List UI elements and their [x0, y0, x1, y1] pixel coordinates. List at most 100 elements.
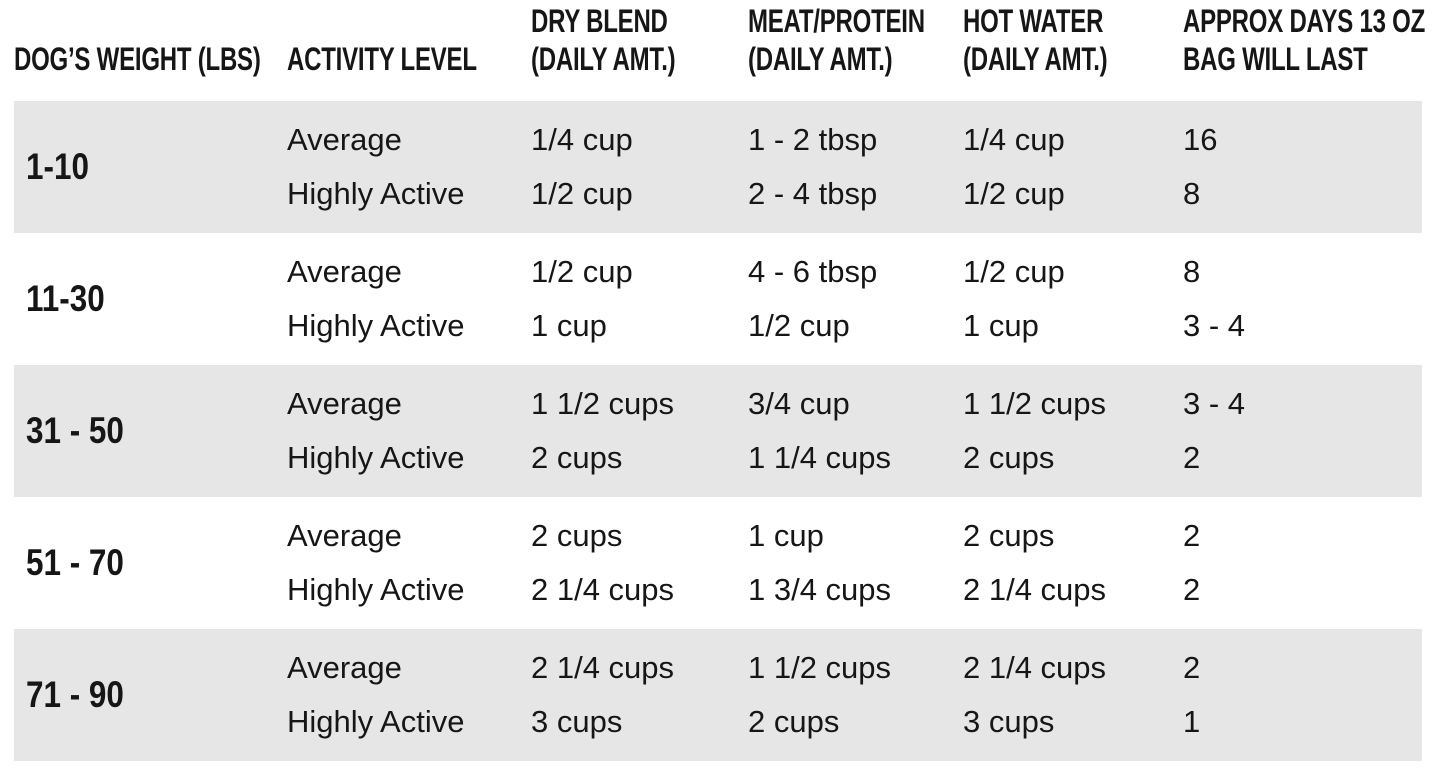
activity-value: Highly Active [287, 176, 465, 211]
days-value: 3 - 4 [1183, 386, 1246, 421]
days-value: 2 [1183, 440, 1201, 475]
activity-value: Average [287, 122, 402, 157]
hot-water-value: 3 cups [963, 704, 1055, 739]
days-value: 8 [1183, 254, 1201, 289]
table-row-group-31-50: 31 - 50 Average Highly Active 1 1/2 cups… [14, 365, 1422, 497]
hot-water-value: 1/4 cup [963, 122, 1065, 157]
hot-water-value: 1/2 cup [963, 176, 1065, 211]
activity-value: Highly Active [287, 440, 465, 475]
days-cell: 3 - 4 2 [1183, 377, 1422, 485]
hot-water-cell: 2 cups 2 1/4 cups [963, 509, 1183, 617]
hot-water-value: 1/2 cup [963, 254, 1065, 289]
header-dogs-weight-label: DOG’S WEIGHT (LBS) [14, 41, 261, 77]
dry-blend-value: 3 cups [531, 704, 623, 739]
hot-water-value: 2 1/4 cups [963, 650, 1107, 685]
hot-water-value: 2 cups [963, 518, 1055, 553]
hot-water-cell: 2 1/4 cups 3 cups [963, 641, 1183, 749]
dry-blend-value: 2 1/4 cups [531, 572, 675, 607]
header-dogs-weight: DOG’S WEIGHT (LBS) [14, 40, 287, 101]
meat-protein-cell: 1 - 2 tbsp 2 - 4 tbsp [748, 113, 963, 221]
weight-range-cell: 51 - 70 [14, 542, 287, 584]
header-approx-days: APPROX DAYS 13 OZ BAG WILL LAST [1183, 2, 1432, 101]
meat-protein-value: 2 - 4 tbsp [748, 176, 878, 211]
days-cell: 2 2 [1183, 509, 1422, 617]
header-approx-days-line2: BAG WILL LAST [1183, 41, 1368, 77]
activity-value: Highly Active [287, 704, 465, 739]
feeding-guide-table: DOG’S WEIGHT (LBS) ACTIVITY LEVEL DRY BL… [14, 0, 1425, 761]
days-value: 16 [1183, 122, 1218, 157]
header-activity-level: ACTIVITY LEVEL [287, 40, 531, 101]
header-meat-protein-line2: (DAILY AMT.) [748, 41, 893, 77]
dry-blend-cell: 2 cups 2 1/4 cups [531, 509, 748, 617]
days-cell: 2 1 [1183, 641, 1422, 749]
dry-blend-value: 2 1/4 cups [531, 650, 675, 685]
days-value: 8 [1183, 176, 1201, 211]
meat-protein-value: 1 - 2 tbsp [748, 122, 878, 157]
activity-cell: Average Highly Active [287, 641, 531, 749]
header-activity-level-label: ACTIVITY LEVEL [287, 41, 477, 77]
hot-water-cell: 1/4 cup 1/2 cup [963, 113, 1183, 221]
meat-protein-value: 1 cup [748, 518, 824, 553]
hot-water-value: 2 1/4 cups [963, 572, 1107, 607]
activity-cell: Average Highly Active [287, 245, 531, 353]
activity-cell: Average Highly Active [287, 113, 531, 221]
meat-protein-cell: 3/4 cup 1 1/4 cups [748, 377, 963, 485]
header-dry-blend: DRY BLEND (DAILY AMT.) [531, 2, 748, 101]
table-row-group-1-10: 1-10 Average Highly Active 1/4 cup 1/2 c… [14, 101, 1422, 233]
table-row-group-71-90: 71 - 90 Average Highly Active 2 1/4 cups… [14, 629, 1422, 761]
meat-protein-value: 1 1/2 cups [748, 650, 892, 685]
header-hot-water-line2: (DAILY AMT.) [963, 41, 1108, 77]
days-value: 3 - 4 [1183, 308, 1246, 343]
dry-blend-value: 1/2 cup [531, 176, 633, 211]
meat-protein-cell: 4 - 6 tbsp 1/2 cup [748, 245, 963, 353]
table-row-group-51-70: 51 - 70 Average Highly Active 2 cups 2 1… [14, 497, 1422, 629]
dry-blend-cell: 2 1/4 cups 3 cups [531, 641, 748, 749]
activity-value: Highly Active [287, 308, 465, 343]
header-approx-days-line1: APPROX DAYS 13 OZ [1183, 3, 1426, 39]
days-cell: 8 3 - 4 [1183, 245, 1422, 353]
days-value: 2 [1183, 650, 1201, 685]
header-dry-blend-line1: DRY BLEND [531, 3, 668, 39]
dry-blend-value: 2 cups [531, 518, 623, 553]
weight-range-value: 51 - 70 [26, 542, 124, 583]
header-hot-water: HOT WATER (DAILY AMT.) [963, 2, 1183, 101]
dry-blend-value: 1 cup [531, 308, 607, 343]
weight-range-value: 11-30 [26, 278, 105, 319]
activity-value: Highly Active [287, 572, 465, 607]
weight-range-cell: 31 - 50 [14, 410, 287, 452]
activity-value: Average [287, 650, 402, 685]
header-hot-water-line1: HOT WATER [963, 3, 1104, 39]
meat-protein-cell: 1 1/2 cups 2 cups [748, 641, 963, 749]
days-value: 2 [1183, 518, 1201, 553]
header-meat-protein-line1: MEAT/PROTEIN [748, 3, 925, 39]
dry-blend-value: 1/2 cup [531, 254, 633, 289]
meat-protein-value: 1 3/4 cups [748, 572, 892, 607]
weight-range-cell: 71 - 90 [14, 674, 287, 716]
weight-range-cell: 11-30 [14, 278, 287, 320]
header-meat-protein: MEAT/PROTEIN (DAILY AMT.) [748, 2, 963, 101]
hot-water-cell: 1 1/2 cups 2 cups [963, 377, 1183, 485]
activity-value: Average [287, 386, 402, 421]
activity-cell: Average Highly Active [287, 377, 531, 485]
dry-blend-value: 2 cups [531, 440, 623, 475]
dry-blend-cell: 1/4 cup 1/2 cup [531, 113, 748, 221]
weight-range-value: 1-10 [26, 146, 89, 187]
meat-protein-value: 1/2 cup [748, 308, 850, 343]
hot-water-value: 1 cup [963, 308, 1039, 343]
meat-protein-value: 2 cups [748, 704, 840, 739]
dry-blend-cell: 1 1/2 cups 2 cups [531, 377, 748, 485]
weight-range-cell: 1-10 [14, 146, 287, 188]
activity-cell: Average Highly Active [287, 509, 531, 617]
activity-value: Average [287, 254, 402, 289]
hot-water-value: 2 cups [963, 440, 1055, 475]
dry-blend-cell: 1/2 cup 1 cup [531, 245, 748, 353]
table-header-row: DOG’S WEIGHT (LBS) ACTIVITY LEVEL DRY BL… [14, 0, 1425, 101]
dry-blend-value: 1 1/2 cups [531, 386, 675, 421]
dry-blend-value: 1/4 cup [531, 122, 633, 157]
days-value: 1 [1183, 704, 1201, 739]
meat-protein-cell: 1 cup 1 3/4 cups [748, 509, 963, 617]
activity-value: Average [287, 518, 402, 553]
hot-water-value: 1 1/2 cups [963, 386, 1107, 421]
days-value: 2 [1183, 572, 1201, 607]
hot-water-cell: 1/2 cup 1 cup [963, 245, 1183, 353]
